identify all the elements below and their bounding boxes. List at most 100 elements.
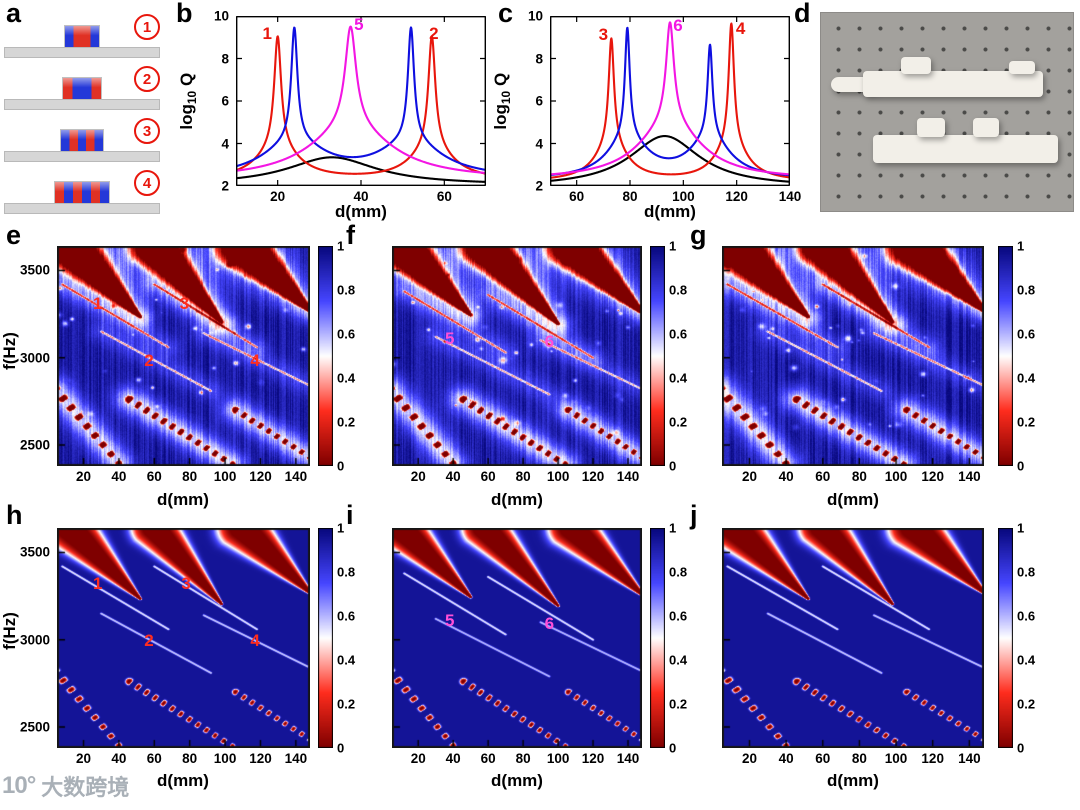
mode-number-annotation: 4 — [250, 351, 260, 371]
watermark: 10° 大数跨境 — [2, 770, 129, 802]
c-y-axis-label: log10 Q — [490, 72, 514, 130]
sample-bottom-piece — [873, 135, 1058, 163]
panel-i-heatmap: 20 40 60 80 100 120 140 5 6 — [392, 528, 642, 766]
panel-label-a: a — [6, 0, 22, 28]
colorbar-tick-label: 1 — [337, 520, 345, 536]
x-tick-label: 20 — [741, 751, 757, 766]
x-tick-label: 140 — [616, 751, 640, 766]
colorbar-i: 1 0.8 0.6 0.4 0.2 0 — [650, 521, 687, 756]
colorbar-tick-label: 0 — [337, 458, 345, 474]
x-tick-label: 40 — [778, 469, 794, 484]
y-tick-label: 8 — [221, 51, 229, 66]
mode-pattern-1 — [64, 25, 100, 48]
x-tick-label: 120 — [921, 469, 944, 484]
x-tick-label: 80 — [622, 189, 638, 204]
mode-pattern-4 — [54, 181, 110, 204]
colorbar-f: 1 0.8 0.6 0.4 0.2 0 — [650, 239, 687, 474]
panel-label-i: i — [346, 500, 354, 530]
waveguide-schematic-1: 1 — [4, 12, 164, 64]
y-tick-label: 2 — [221, 178, 229, 194]
x-tick-label: 80 — [515, 469, 531, 484]
colorbar-tick-label: 0.6 — [337, 326, 356, 342]
x-tick-label: 80 — [851, 469, 867, 484]
x-tick-label: 40 — [778, 751, 794, 766]
x-tick-label: 40 — [445, 751, 461, 766]
line-chart-canvas-b — [236, 16, 486, 186]
y-tick-label: 2500 — [19, 437, 50, 453]
i-x-axis-label: d(mm) — [491, 771, 543, 790]
circled-number-3: 3 — [134, 118, 160, 144]
colorbar-tick-label: 1 — [337, 238, 345, 254]
sample-top-stub-1 — [901, 57, 931, 74]
x-tick-label: 60 — [146, 751, 162, 766]
x-tick-label: 60 — [146, 469, 162, 484]
y-tick-label: 10 — [213, 8, 229, 24]
colorbar-tick-label: 0.6 — [669, 326, 688, 342]
waveguide-schematic-2: 2 — [4, 64, 164, 116]
panel-f-heatmap: 20 40 60 80 100 120 140 5 6 — [392, 246, 642, 484]
colorbar-tick-label: 1 — [669, 520, 677, 536]
heatmap-canvas-f — [392, 246, 642, 466]
colorbar-tick-label: 0 — [337, 740, 345, 756]
x-tick-label: 140 — [616, 469, 640, 484]
y-tick-label: 10 — [527, 8, 543, 24]
colorbar-tick-label: 0.4 — [337, 652, 356, 668]
panel-d-photo — [820, 12, 1074, 212]
y-tick-label: 6 — [535, 93, 543, 109]
panel-label-j: j — [690, 500, 698, 530]
colorbar-tick-label: 0.2 — [1017, 414, 1036, 430]
mode-number-annotation: 1 — [92, 573, 103, 593]
panel-a-schematics: 1 2 3 4 — [4, 12, 168, 222]
heatmap-canvas-g — [722, 246, 984, 466]
h-y-axis-label: f(Hz) — [0, 612, 19, 650]
x-tick-label: 120 — [921, 751, 944, 766]
x-tick-label: 140 — [778, 189, 802, 204]
b-y-axis-label: log10 Q — [176, 72, 200, 130]
mode-number-annotation: 5 — [444, 328, 455, 348]
x-tick-label: 140 — [958, 469, 981, 484]
colorbar-tick-label: 0.8 — [1017, 282, 1036, 298]
line-chart-canvas-c — [550, 16, 790, 186]
x-tick-label: 120 — [581, 751, 605, 766]
panel-label-c: c — [498, 0, 514, 28]
waveguide-bar — [4, 203, 160, 214]
sample-bottom-stub-2 — [973, 118, 999, 137]
colorbar-tick-label: 0.8 — [337, 282, 356, 298]
x-tick-label: 60 — [815, 751, 831, 766]
mode-number-annotation: 3 — [179, 293, 190, 313]
colorbar-tick-label: 0.4 — [1017, 370, 1036, 386]
panel-label-h: h — [6, 500, 23, 530]
mode-number-annotation: 4 — [250, 631, 260, 651]
mode-number-annotation: 5 — [354, 14, 364, 34]
y-tick-label: 6 — [221, 93, 229, 109]
mode-number-annotation: 1 — [262, 24, 272, 44]
y-tick-label: 4 — [221, 136, 229, 151]
x-tick-label: 100 — [213, 469, 237, 484]
colorbar-tick-label: 1 — [1017, 238, 1025, 254]
watermark-text: 大数跨境 — [41, 775, 130, 800]
colorbar-tick-label: 0.6 — [669, 608, 688, 624]
g-x-axis-label: d(mm) — [827, 490, 879, 509]
x-tick-label: 100 — [672, 189, 695, 204]
heatmap-canvas-h — [57, 528, 310, 748]
colorbar-tick-label: 0.6 — [1017, 326, 1036, 342]
panel-j-heatmap: 20 40 60 80 100 120 140 — [722, 528, 984, 766]
colorbar-tick-label: 0.8 — [337, 564, 356, 580]
j-x-axis-label: d(mm) — [827, 771, 879, 790]
colorbar-tick-label: 0.8 — [669, 564, 688, 580]
colorbar-h: 1 0.8 0.6 0.4 0.2 0 — [318, 521, 355, 756]
panel-label-f: f — [346, 220, 355, 250]
colorbar-tick-label: 0.8 — [669, 282, 688, 298]
mode-number-annotation: 1 — [92, 293, 103, 313]
heatmap-canvas-j — [722, 528, 984, 748]
waveguide-schematic-4: 4 — [4, 168, 164, 220]
c-x-axis-label: d(mm) — [644, 202, 696, 221]
y-tick-label: 8 — [535, 51, 543, 66]
e-x-axis-label: d(mm) — [157, 490, 209, 509]
x-tick-label: 20 — [76, 469, 92, 484]
panel-label-e: e — [6, 220, 22, 250]
panel-label-b: b — [176, 0, 193, 28]
waveguide-schematic-3: 3 — [4, 116, 164, 168]
mode-pattern-2 — [62, 77, 102, 100]
